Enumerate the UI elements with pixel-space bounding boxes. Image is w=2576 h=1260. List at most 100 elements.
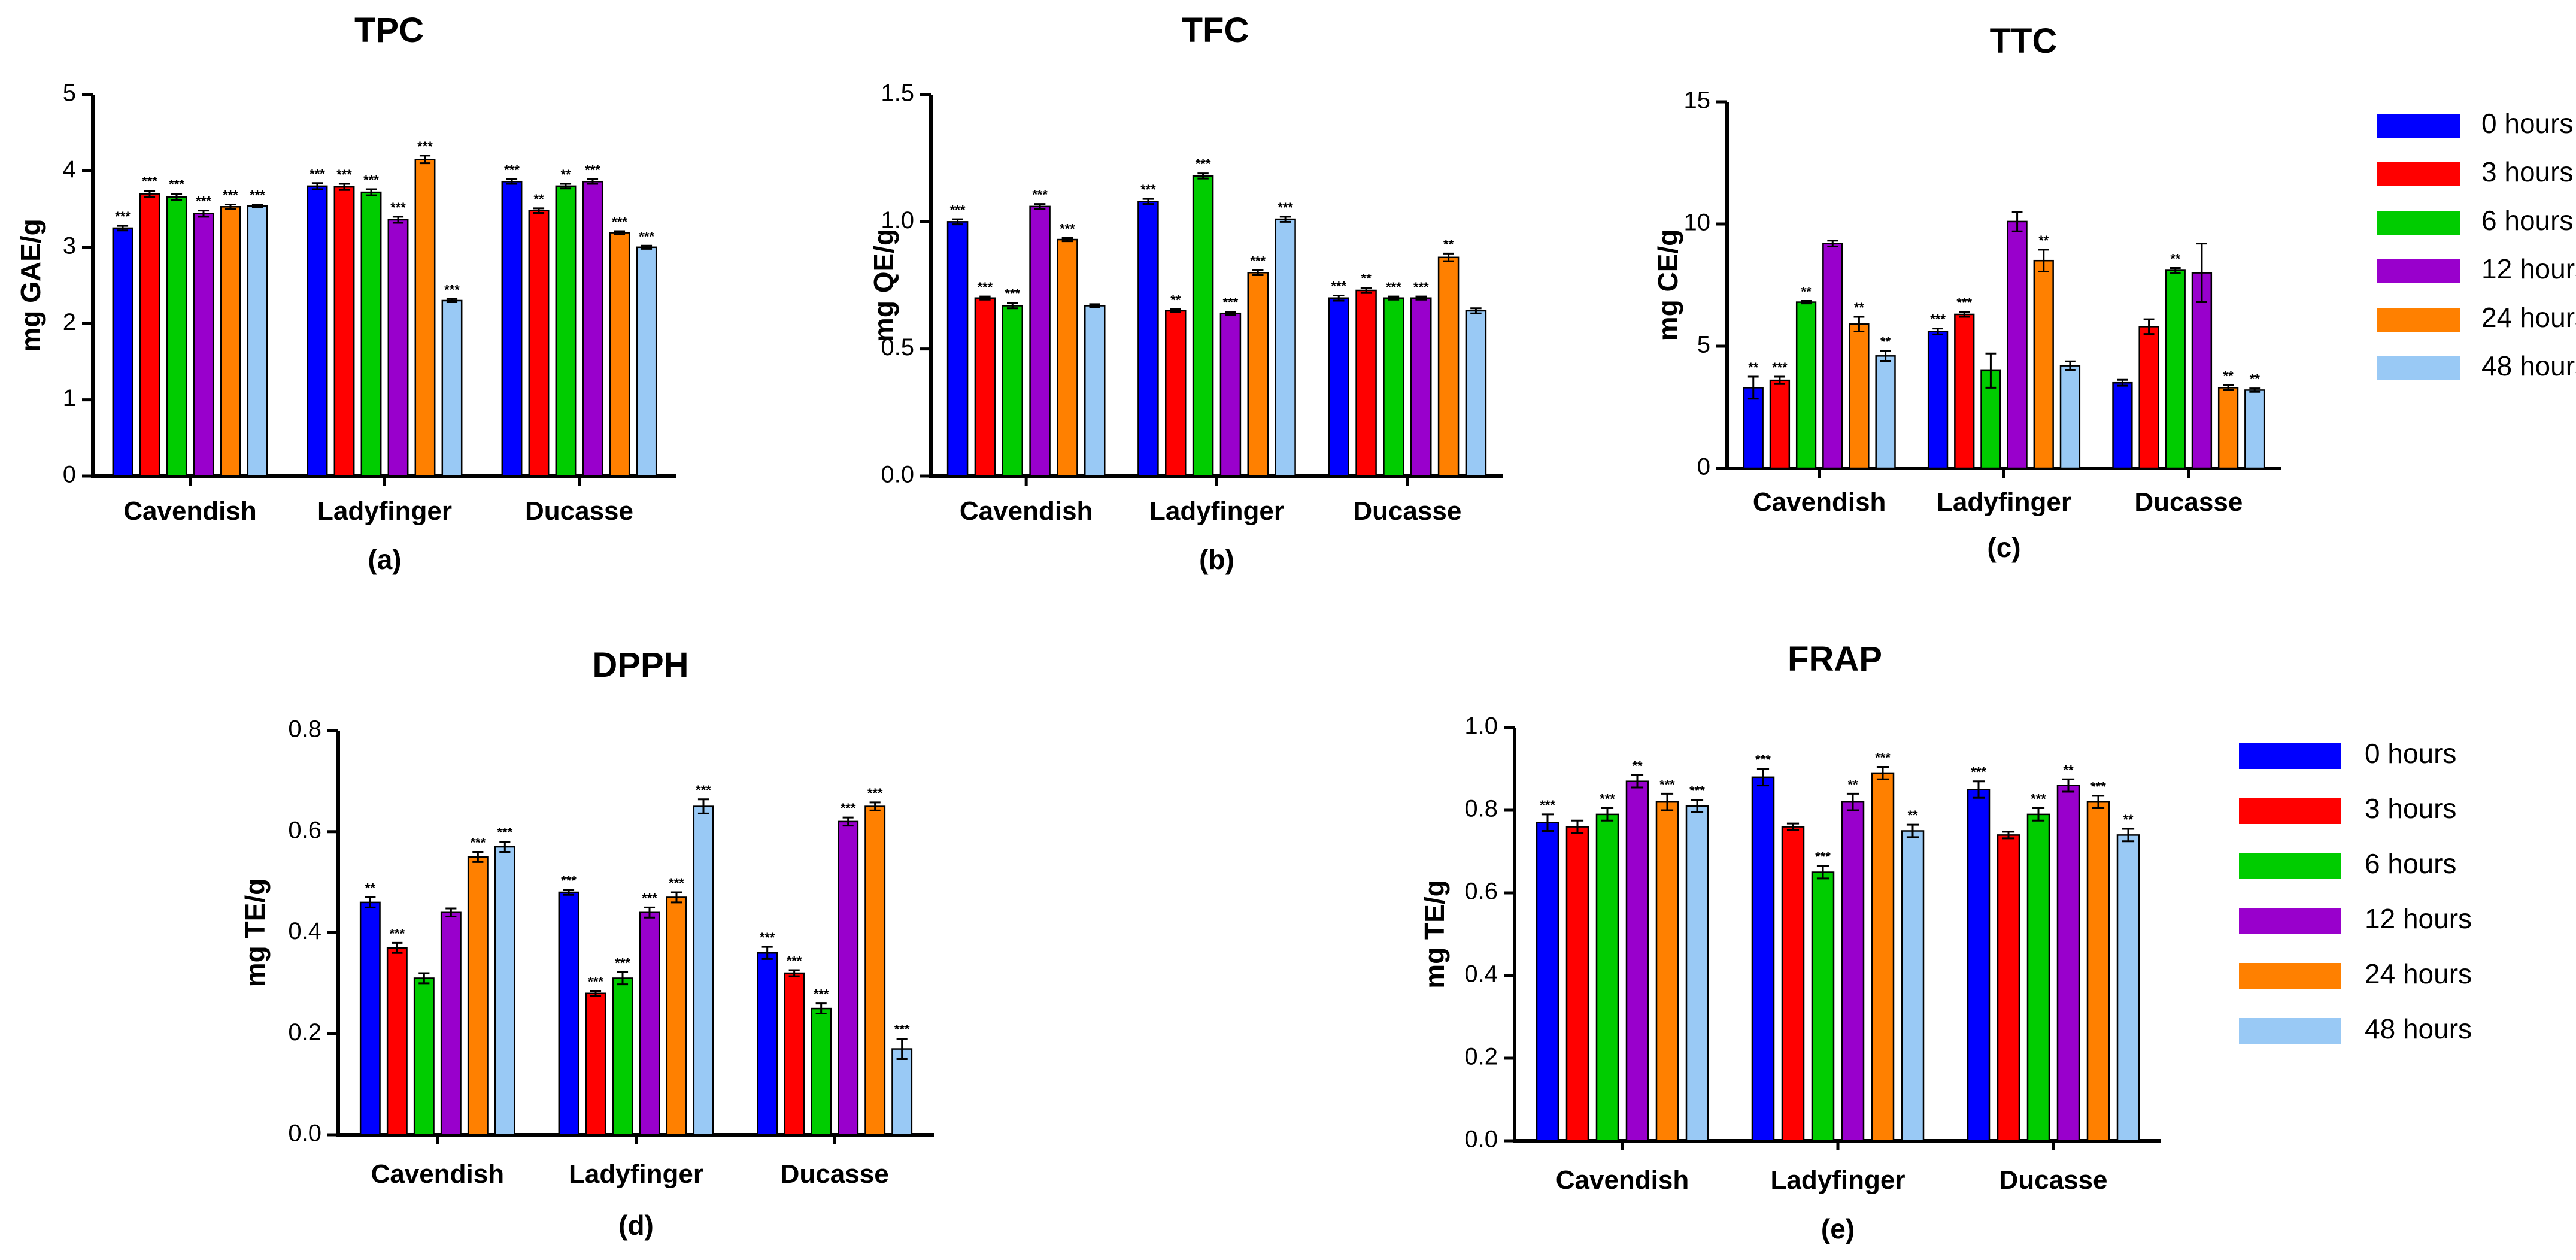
x-tick-label: Ducasse <box>525 496 633 526</box>
error-bar <box>198 210 210 218</box>
significance-label: *** <box>1032 187 1048 202</box>
significance-label: ** <box>533 192 544 207</box>
bar <box>1875 355 1896 470</box>
y-axis-label: mg TE/g <box>1419 880 1450 988</box>
legend-label: 3 hours <box>2481 156 2573 187</box>
significance-label: *** <box>1386 280 1401 295</box>
error-bar <box>1470 307 1482 314</box>
error-bar <box>2122 828 2135 843</box>
bar <box>838 820 859 1136</box>
bar <box>1781 826 1805 1142</box>
x-tick-label: Ladyfinger <box>1149 496 1284 526</box>
legend-label: 3 hours <box>2365 793 2456 824</box>
error-bar <box>311 182 323 190</box>
legend-label: 24 hours <box>2365 958 2472 989</box>
error-bar <box>1756 768 1770 787</box>
x-tick-label: Ducasse <box>1353 496 1461 526</box>
y-tick-label: 0 <box>1697 454 1710 480</box>
panel-caption: (a) <box>368 544 401 575</box>
chart-title: TTC <box>1990 22 2058 60</box>
bar <box>2056 785 2080 1142</box>
bar <box>1355 289 1377 477</box>
significance-label: ** <box>1854 300 1865 315</box>
x-tick-label: Ladyfinger <box>317 496 452 526</box>
bar <box>2033 259 2054 470</box>
legend-swatch <box>2239 798 2341 824</box>
bar <box>612 977 633 1136</box>
error-bar <box>1876 766 1889 780</box>
significance-label: ** <box>2063 762 2074 777</box>
significance-label: ** <box>2038 233 2049 248</box>
error-bar <box>419 155 431 165</box>
significance-label: *** <box>1413 280 1429 295</box>
y-tick-label: 0.4 <box>288 918 321 944</box>
bar <box>387 219 409 477</box>
bar <box>360 191 382 477</box>
error-bar <box>2170 266 2181 274</box>
bar <box>166 196 187 477</box>
error-bar <box>506 178 518 185</box>
error-bar <box>842 816 854 827</box>
significance-label: *** <box>1060 222 1075 237</box>
significance-label: ** <box>1361 271 1372 286</box>
error-bar <box>1932 328 1943 335</box>
error-bar <box>641 244 653 250</box>
error-bar <box>392 216 404 224</box>
bar <box>1625 780 1649 1142</box>
significance-label: *** <box>1600 792 1615 807</box>
bar <box>1247 272 1269 477</box>
bar <box>1465 310 1487 477</box>
y-tick-label: 10 <box>1684 210 1711 236</box>
significance-label: *** <box>1196 157 1211 172</box>
bar <box>413 977 435 1136</box>
significance-label: *** <box>1331 278 1346 293</box>
legend-swatch <box>2239 1018 2341 1044</box>
significance-label: *** <box>1223 295 1239 310</box>
error-bar <box>1142 198 1154 205</box>
bar <box>1328 297 1349 477</box>
error-bar <box>171 193 183 201</box>
significance-label: ** <box>1907 808 1918 823</box>
bar <box>333 186 355 477</box>
y-tick-label: 2 <box>63 309 76 335</box>
error-bar <box>644 906 656 919</box>
bar <box>1002 305 1023 477</box>
significance-label: *** <box>1755 752 1771 767</box>
bar <box>636 246 657 477</box>
y-axis-label: mg QE/g <box>868 229 899 342</box>
significance-label: *** <box>2090 779 2106 794</box>
error-bar <box>2092 795 2105 810</box>
error-bar <box>1061 237 1073 243</box>
significance-label: *** <box>169 177 184 192</box>
bar <box>1685 805 1709 1142</box>
panel-caption: (c) <box>1987 532 2020 563</box>
bar <box>1565 826 1589 1142</box>
bar <box>558 891 579 1136</box>
significance-label: *** <box>1659 777 1675 792</box>
significance-label: *** <box>760 930 775 945</box>
significance-label: *** <box>363 172 379 187</box>
y-tick-label: 0.0 <box>288 1120 321 1147</box>
significance-label: *** <box>642 891 657 905</box>
bar <box>359 901 381 1136</box>
x-tick-label: Ducasse <box>1999 1165 2107 1195</box>
significance-label: *** <box>2031 792 2046 807</box>
error-bar <box>533 207 545 214</box>
significance-label: ** <box>2223 368 2234 383</box>
significance-label: *** <box>1005 286 1020 301</box>
bar <box>1536 822 1559 1142</box>
bar <box>1901 830 1925 1142</box>
bar <box>1849 323 1870 470</box>
legend-label: 0 hours <box>2481 108 2573 139</box>
bar <box>1751 776 1775 1142</box>
bar <box>414 159 436 477</box>
significance-label: *** <box>696 783 711 798</box>
bar <box>1084 305 1106 477</box>
bar <box>1655 801 1679 1142</box>
bar <box>666 896 687 1136</box>
error-bar <box>1034 203 1046 210</box>
error-bar <box>788 969 800 977</box>
legend-label: 0 hours <box>2365 738 2456 769</box>
bar <box>220 206 241 477</box>
